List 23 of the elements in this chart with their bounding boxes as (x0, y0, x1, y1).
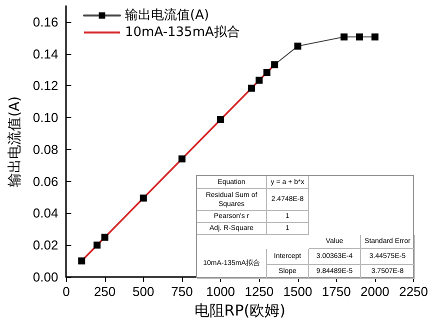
y-tick-label: 0.06 (32, 174, 58, 189)
y-tick-label: 0.16 (32, 14, 58, 30)
x-tick-label: 1250 (244, 284, 274, 299)
x-tick-label: 750 (171, 284, 193, 299)
x-tick-label: 250 (94, 284, 116, 299)
x-tick-label: 1500 (283, 284, 312, 299)
y-tick-label: 0.08 (32, 142, 58, 157)
x-tick-label: 2250 (399, 284, 428, 299)
y-tick-label: 0.02 (32, 238, 58, 253)
x-tick-label: 1750 (322, 284, 351, 299)
x-tick-label: 2000 (360, 284, 390, 299)
x-tick-label: 0 (62, 284, 70, 299)
x-tick-label: 500 (132, 284, 154, 299)
y-axis-title: 输出电流值(A) (7, 96, 23, 187)
y-tick-label: 0.12 (32, 78, 58, 94)
y-tick-label: 0.00 (32, 270, 58, 284)
x-tick-label: 1000 (206, 284, 236, 299)
legend-label: 输出电流值(A) (125, 7, 210, 23)
y-tick-label: 0.14 (32, 46, 58, 62)
x-axis-title: 电阻RP(欧姆) (194, 302, 286, 320)
legend-label: 10mA-135mA拟合 (125, 25, 240, 40)
y-tick-label: 0.04 (32, 206, 58, 221)
y-tick-label: 0.10 (32, 110, 58, 126)
